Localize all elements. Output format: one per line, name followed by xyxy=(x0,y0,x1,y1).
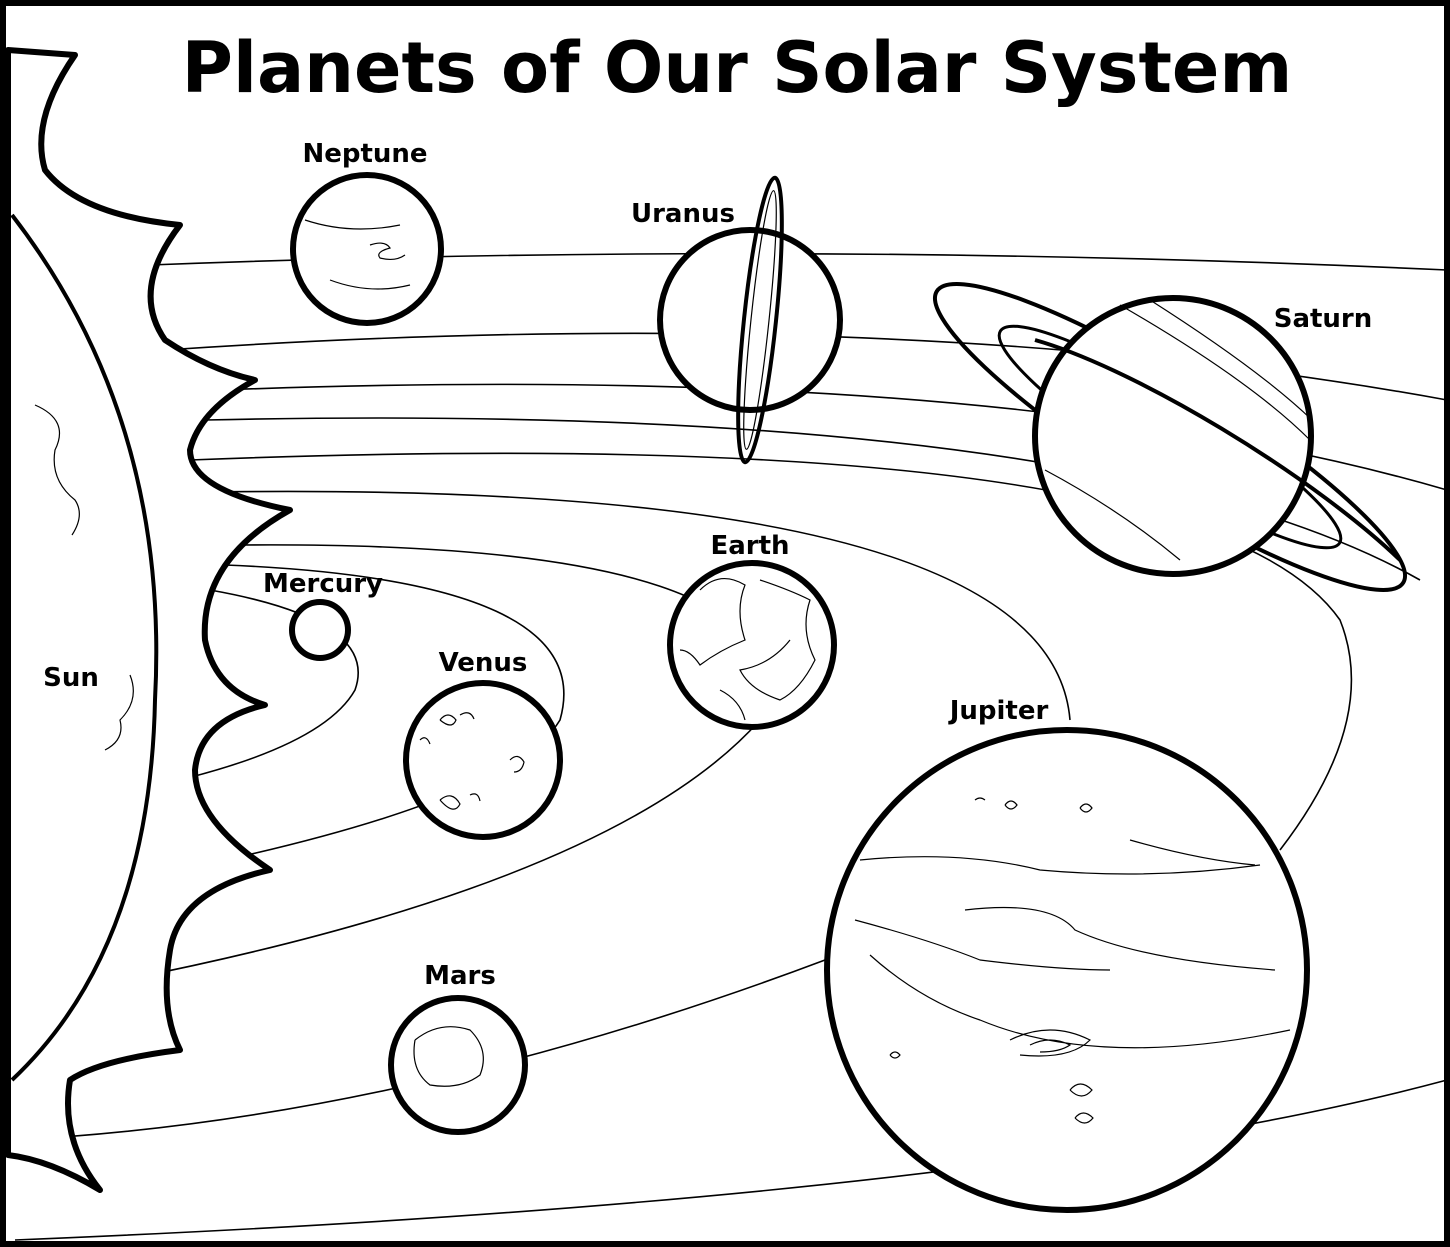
planet-label: Venus xyxy=(439,648,528,678)
planet-label: Mercury xyxy=(263,569,383,599)
planet-label: Saturn xyxy=(1274,304,1373,334)
saturn xyxy=(1035,298,1311,574)
planet-label: Jupiter xyxy=(948,696,1049,726)
planet-label: Earth xyxy=(710,531,789,561)
page: Planets of Our Solar System Sun Mercury … xyxy=(0,0,1450,1247)
planet-label: Sun xyxy=(43,663,99,693)
coloring-page: Planets of Our Solar System Sun Mercury … xyxy=(0,0,1450,1247)
venus xyxy=(406,683,560,837)
uranus xyxy=(660,230,840,410)
planet-label: Neptune xyxy=(302,139,427,169)
neptune xyxy=(293,175,441,323)
mercury xyxy=(292,602,348,658)
planet-label: Uranus xyxy=(631,199,735,229)
mars xyxy=(391,998,525,1132)
jupiter xyxy=(827,730,1307,1210)
planet-label: Mars xyxy=(424,961,496,991)
title: Planets of Our Solar System xyxy=(182,27,1293,109)
